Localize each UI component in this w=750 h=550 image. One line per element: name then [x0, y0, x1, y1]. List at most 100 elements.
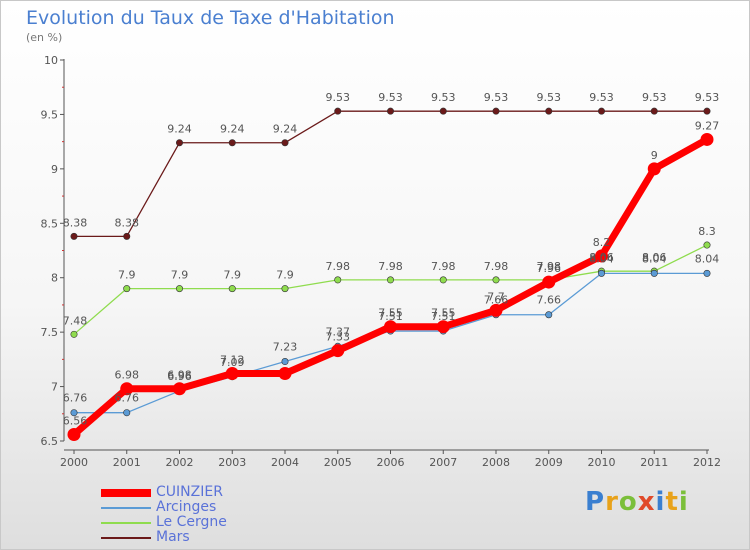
- data-point: [436, 320, 450, 334]
- data-point: [123, 409, 131, 417]
- data-label: 7.98: [378, 260, 403, 273]
- x-tick-label: 2005: [324, 456, 352, 469]
- data-point: [703, 269, 711, 277]
- data-label: 8.38: [115, 216, 140, 229]
- data-label: 8.3: [698, 225, 716, 238]
- data-label: 9.24: [273, 123, 298, 136]
- data-label: 8.38: [63, 216, 88, 229]
- y-tick-label: 9.5: [41, 108, 59, 121]
- data-point: [492, 107, 500, 115]
- legend-swatch: [101, 536, 151, 539]
- x-tick-label: 2010: [588, 456, 616, 469]
- data-point: [650, 269, 658, 277]
- y-tick-label: 10: [44, 54, 58, 67]
- data-label: 7.55: [378, 307, 403, 320]
- data-label: 9.53: [642, 91, 667, 104]
- data-label: 8.06: [642, 251, 667, 264]
- x-tick-label: 2002: [166, 456, 194, 469]
- data-labels: 6.56 6.98 6.98 7.12 7.33 7.55 7.55 7.7 7.96 8.2 9 9…: [63, 91, 720, 427]
- data-point: [67, 427, 81, 441]
- data-point: [70, 232, 78, 240]
- data-label: 9.53: [695, 91, 720, 104]
- chart-title: Evolution du Taux de Taxe d'Habitation: [26, 7, 395, 29]
- data-label: 9.53: [589, 91, 614, 104]
- data-label: 6.96: [167, 370, 192, 383]
- legend-label: Mars: [156, 529, 190, 545]
- data-label: 8.04: [695, 252, 720, 265]
- data-point: [595, 249, 608, 263]
- data-point: [70, 330, 78, 338]
- data-point: [281, 139, 289, 147]
- data-label: 9.53: [537, 91, 562, 104]
- logo-letter: i: [655, 487, 666, 517]
- logo-letter: x: [637, 487, 656, 517]
- x-tick-label: 2012: [693, 456, 721, 469]
- data-label: 6.76: [63, 392, 88, 405]
- data-point: [703, 241, 711, 249]
- x-tick-label: 2008: [482, 456, 510, 469]
- series-points: [67, 107, 714, 441]
- data-label: 7.66: [484, 294, 509, 307]
- y-tick-label: 7.5: [41, 326, 59, 339]
- data-label: 7.9: [224, 269, 242, 282]
- data-point: [597, 107, 605, 115]
- logo-letter: i: [678, 487, 689, 517]
- data-point: [123, 232, 131, 240]
- data-label: 8.04: [589, 252, 614, 265]
- legend-swatch: [101, 506, 151, 509]
- data-label: 6.98: [115, 369, 140, 382]
- data-point: [386, 107, 394, 115]
- chart-subtitle: (en %): [26, 31, 63, 44]
- data-label: 7.33: [326, 331, 351, 344]
- data-label: 7.48: [63, 314, 88, 327]
- series-line: [71, 136, 709, 438]
- data-label: 9.53: [484, 91, 509, 104]
- x-tick-label: 2003: [218, 456, 246, 469]
- proxiti-logo: Proxiti: [585, 487, 689, 517]
- data-label: 7.37: [326, 325, 351, 338]
- data-label: 9: [651, 149, 658, 162]
- x-tick-label: 2007: [429, 456, 457, 469]
- data-point: [173, 382, 186, 396]
- legend-label: Arcinges: [156, 499, 217, 515]
- data-point: [334, 276, 342, 284]
- legend-swatch: [101, 488, 151, 497]
- x-tick-label: 2006: [377, 456, 405, 469]
- data-point: [176, 139, 184, 147]
- data-label: 6.98: [167, 369, 192, 382]
- data-label: 7.09: [220, 356, 245, 369]
- data-point: [703, 107, 711, 115]
- x-tick-label: 2009: [535, 456, 563, 469]
- data-label: 7.7: [487, 290, 505, 303]
- x-tick-label: 2000: [60, 456, 88, 469]
- data-label: 9.53: [326, 91, 351, 104]
- data-point: [228, 285, 236, 293]
- data-point: [225, 367, 239, 381]
- data-point: [650, 107, 658, 115]
- data-label: 7.98: [484, 260, 509, 273]
- data-point: [489, 303, 503, 317]
- data-point: [700, 132, 714, 146]
- legend-label: Le Cergne: [156, 514, 227, 530]
- legend-swatch: [101, 521, 151, 524]
- y-tick-label: 9: [51, 163, 58, 176]
- y-tick-label: 7: [51, 381, 58, 394]
- data-label: 7.55: [431, 307, 456, 320]
- y-tick-label: 8: [51, 272, 58, 285]
- data-point: [545, 107, 553, 115]
- data-label: 7.51: [431, 310, 456, 323]
- data-point: [70, 409, 78, 417]
- data-point: [278, 367, 292, 381]
- data-label: 7.98: [537, 260, 562, 273]
- data-point: [545, 311, 553, 319]
- data-point: [331, 344, 345, 358]
- axes: 6.5 7 7.5 8 8.5 9 9.5 10 2000 2001 2002 2003 2004 200…: [41, 54, 722, 469]
- data-label: 6.56: [63, 414, 88, 427]
- y-tick-label: 6.5: [41, 435, 59, 448]
- data-point: [439, 107, 447, 115]
- data-label: 7.51: [378, 310, 403, 323]
- data-label: 7.9: [171, 269, 189, 282]
- x-tick-label: 2004: [271, 456, 299, 469]
